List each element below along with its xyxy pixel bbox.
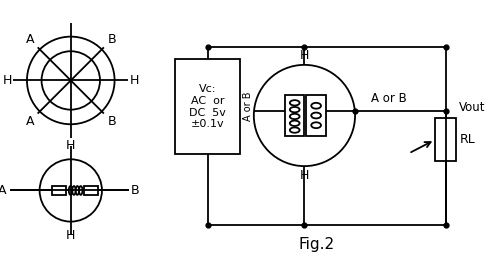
Bar <box>434 118 455 161</box>
Bar <box>84 186 98 195</box>
Bar <box>285 95 304 136</box>
Bar <box>52 186 66 195</box>
Bar <box>175 59 240 154</box>
Bar <box>306 95 325 136</box>
Text: B: B <box>107 115 116 128</box>
Text: Fig.2: Fig.2 <box>298 237 333 252</box>
Text: RL: RL <box>459 133 475 146</box>
Text: H: H <box>66 139 75 152</box>
Text: B: B <box>130 184 139 197</box>
Text: H: H <box>129 74 139 87</box>
Text: A: A <box>25 33 34 46</box>
Text: H: H <box>299 49 308 62</box>
Text: Vc:
AC  or
DC  5v
±0.1v: Vc: AC or DC 5v ±0.1v <box>189 84 225 129</box>
Text: H: H <box>3 74 12 87</box>
Text: A: A <box>25 115 34 128</box>
Text: B: B <box>107 33 116 46</box>
Text: A or B: A or B <box>243 91 252 120</box>
Text: H: H <box>66 229 75 242</box>
Text: A: A <box>0 184 7 197</box>
Text: H: H <box>299 169 308 182</box>
Text: A or B: A or B <box>370 92 406 105</box>
Text: Vout: Vout <box>458 101 485 114</box>
